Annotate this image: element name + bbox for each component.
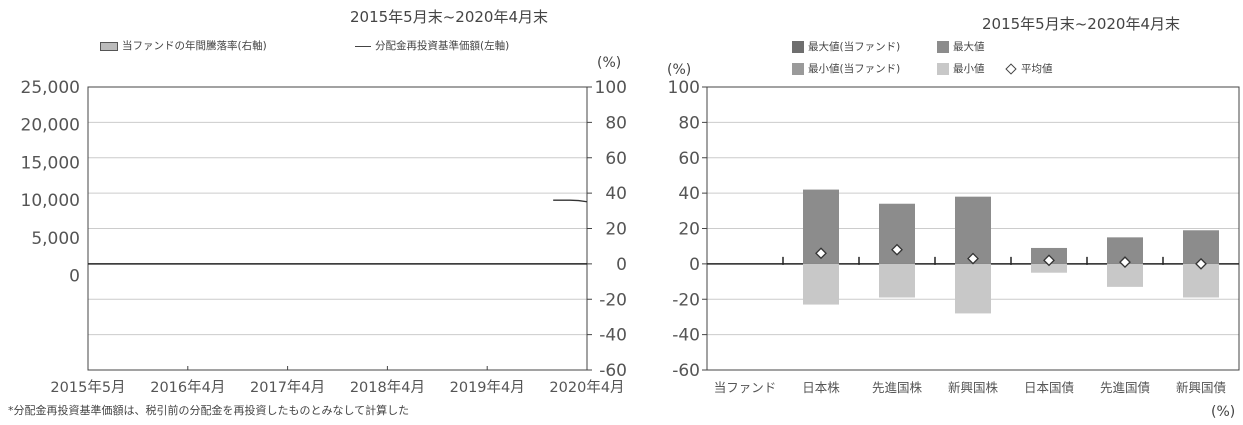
right-legend-min-fund: 最小値(当ファンド) <box>792 61 900 76</box>
avg-marker <box>815 247 827 260</box>
min-bar <box>1107 263 1143 287</box>
right-axis-tick-label: -20 <box>599 290 627 310</box>
x-axis-tick-label: 2020年4月 <box>549 379 624 396</box>
right-legend-max-fund: 最大値(当ファンド) <box>792 39 900 54</box>
avg-marker <box>1119 256 1131 269</box>
legend-swatch-min <box>937 63 949 75</box>
avg-marker <box>967 252 979 265</box>
x-axis-tick-label: 2015年5月 <box>50 379 125 396</box>
right-axis-unit-bottom: (%) <box>1211 404 1236 420</box>
legend-swatch-line <box>355 45 371 47</box>
x-axis-tick-label: 2018年4月 <box>350 379 425 396</box>
legend-swatch-min-fund <box>792 63 804 75</box>
min-bar <box>803 263 839 305</box>
y-axis-tick-label: 20 <box>678 220 700 240</box>
right-axis-tick-label: 60 <box>605 149 627 169</box>
left-legend-line: 分配金再投資基準価額(左軸) <box>355 38 509 53</box>
left-axis-tick-label: 5,000 <box>31 229 80 249</box>
plot-frame <box>87 86 588 371</box>
min-bar <box>1031 263 1067 273</box>
plot-frame <box>706 86 1240 371</box>
left-axis-tick-label: 25,000 <box>21 78 80 98</box>
avg-marker <box>1043 254 1055 267</box>
nav-line <box>553 199 588 203</box>
avg-marker <box>1195 257 1207 270</box>
y-axis-tick-label: 80 <box>678 113 700 133</box>
right-axis-tick-label: -60 <box>599 361 627 381</box>
x-axis-tick-label: 2019年4月 <box>450 379 525 396</box>
right-legend-avg: 平均値 <box>1005 61 1053 76</box>
right-axis-tick-label: -40 <box>599 326 627 346</box>
left-right-axis-unit: (%) <box>597 55 622 71</box>
avg-marker <box>891 243 903 256</box>
y-axis-tick-label: 0 <box>689 255 700 275</box>
category-label: 新興国債 <box>1176 380 1226 395</box>
left-axis-tick-label: 20,000 <box>21 116 80 136</box>
y-axis-tick-label: -20 <box>672 290 700 310</box>
x-axis-tick-label: 2017年4月 <box>250 379 325 396</box>
right-legend-min: 最小値 <box>937 61 985 76</box>
category-label: 日本国債 <box>1024 380 1074 395</box>
min-bar <box>955 263 991 314</box>
left-legend-bar: 当ファンドの年間騰落率(右軸) <box>100 38 267 53</box>
category-label: 当ファンド <box>714 380 777 395</box>
y-axis-tick-label: 60 <box>678 149 700 169</box>
category-label: 先進国債 <box>1100 380 1150 395</box>
left-axis-tick-label: 15,000 <box>21 153 80 173</box>
left-axis-tick-label: 0 <box>69 267 80 287</box>
right-axis-tick-label: 0 <box>616 255 627 275</box>
left-footnote: *分配金再投資基準価額は、税引前の分配金を再投資したものとみなして計算した <box>8 404 410 417</box>
legend-swatch-max <box>937 41 949 53</box>
left-line-chart: 100 80 60 40 20 0 -20 -40 -60 25,000 20,000 15,000 1… <box>21 78 627 396</box>
y-axis-tick-label: -40 <box>672 326 700 346</box>
y-axis-tick-label: 100 <box>668 78 700 98</box>
category-label: 日本株 <box>802 380 840 395</box>
category-label: 先進国株 <box>872 380 923 395</box>
legend-swatch-max-fund <box>792 41 804 53</box>
min-bar <box>879 263 915 298</box>
left-period-label: 2015年5月末~2020年4月末 <box>350 8 549 26</box>
right-bar-chart: 100 80 60 40 20 0 -20 -40 -60 当ファンド 日本株 先進国株 新興国株 日本国… <box>668 78 1240 395</box>
y-axis-tick-label: 40 <box>678 184 700 204</box>
legend-swatch-bar <box>100 41 118 51</box>
right-axis-tick-label: 80 <box>605 113 627 133</box>
category-label: 新興国株 <box>948 380 999 395</box>
right-axis-tick-label: 40 <box>605 184 627 204</box>
right-legend-max: 最大値 <box>937 39 985 54</box>
left-axis-tick-label: 10,000 <box>21 191 80 211</box>
right-axis-tick-label: 100 <box>595 78 627 98</box>
right-axis-tick-label: 20 <box>605 220 627 240</box>
right-period-label: 2015年5月末~2020年4月末 <box>982 15 1181 33</box>
right-axis-unit-top: (%) <box>667 62 692 78</box>
x-axis-tick-label: 2016年4月 <box>150 379 225 396</box>
y-axis-tick-label: -60 <box>672 361 700 381</box>
